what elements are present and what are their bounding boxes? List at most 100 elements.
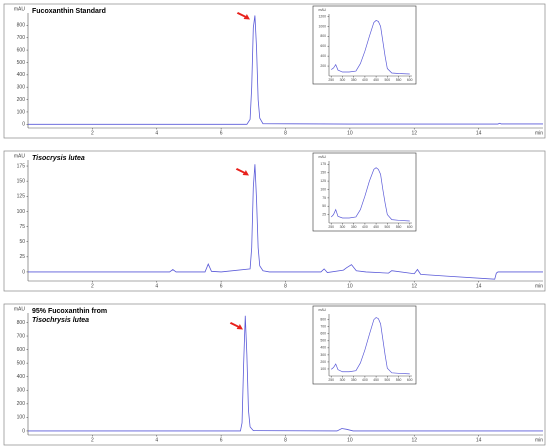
x-tick-label: 4 <box>155 437 158 443</box>
y-tick-label: 700 <box>320 325 326 329</box>
x-tick-label: 14 <box>476 437 482 443</box>
inset-chart: 250 300 350 400 450 500 550 600 200 400 600 800 1000… <box>312 5 417 85</box>
y-tick-label: 700 <box>17 35 26 41</box>
x-tick-label: 2 <box>91 283 94 289</box>
x-tick-label: 350 <box>351 378 357 382</box>
y-tick-label: 200 <box>320 64 326 68</box>
y-tick-label: 100 <box>320 367 326 371</box>
x-axis-label: min <box>535 130 543 136</box>
y-tick-label: 400 <box>17 374 26 380</box>
y-tick-label: 300 <box>17 85 26 91</box>
chart-panel: 2 4 6 8 10 12 14 0 100 200 300 400 500 600 700 800 mAU mi… <box>3 3 546 139</box>
y-axis-label: mAU <box>14 6 26 12</box>
x-tick-label: 500 <box>384 378 390 382</box>
spectrum-line <box>330 167 410 222</box>
x-tick-label: 300 <box>340 225 346 229</box>
x-tick-label: 8 <box>284 130 287 136</box>
y-tick-label: 25 <box>322 213 326 217</box>
x-tick-label: 250 <box>328 378 334 382</box>
x-axis-label: min <box>535 283 543 289</box>
x-tick-label: 4 <box>155 283 158 289</box>
x-tick-label: 4 <box>155 130 158 136</box>
x-tick-label: 300 <box>340 378 346 382</box>
inset-chart: 250 300 350 400 450 500 550 600 100 200 300 400 500 6… <box>312 305 417 385</box>
x-tick-label: 8 <box>284 283 287 289</box>
y-tick-label: 300 <box>320 353 326 357</box>
y-tick-label: 400 <box>17 72 26 78</box>
panel-frame <box>3 303 546 446</box>
chart-panel: 2 4 6 8 10 12 14 0 25 50 75 100 125 150 175 mAU min Tisoc… <box>3 150 546 292</box>
y-tick-label: 700 <box>17 333 26 339</box>
x-tick-label: 450 <box>373 378 379 382</box>
red-arrow <box>235 168 249 176</box>
spectrum-line <box>331 20 410 75</box>
chart-title: Tisocrysis lutea <box>32 155 85 162</box>
x-tick-label: 6 <box>220 130 223 136</box>
x-tick-label: 450 <box>373 78 379 82</box>
y-tick-label: 800 <box>320 34 326 38</box>
y-tick-label: 25 <box>19 254 25 260</box>
y-tick-label: 200 <box>17 401 26 407</box>
spectrum-line <box>331 317 410 375</box>
x-tick-label: 400 <box>362 225 368 229</box>
y-tick-label: 400 <box>320 346 326 350</box>
y-tick-label: 100 <box>17 209 26 215</box>
x-tick-label: 6 <box>220 283 223 289</box>
y-tick-label: 800 <box>320 318 326 322</box>
x-tick-label: 12 <box>411 130 417 136</box>
chart-title: Fucoxanthin Standard <box>32 8 106 15</box>
inset-frame <box>312 5 417 85</box>
red-arrow <box>229 322 243 330</box>
y-tick-label: 600 <box>320 332 326 336</box>
inset-chart: 250 300 350 400 450 500 550 600 25 50 75 100 125 150 1… <box>312 152 417 232</box>
x-tick-label: 6 <box>220 437 223 443</box>
x-tick-label: 600 <box>407 225 413 229</box>
y-tick-label: 600 <box>320 44 326 48</box>
x-tick-label: 400 <box>362 378 368 382</box>
y-tick-label: 75 <box>322 196 326 200</box>
panel-frame <box>3 150 546 292</box>
x-tick-label: 10 <box>347 130 353 136</box>
panel-frame <box>3 3 546 139</box>
y-tick-label: 175 <box>320 162 326 166</box>
x-tick-label: 450 <box>373 225 379 229</box>
y-tick-label: 100 <box>17 109 26 115</box>
y-tick-label: 400 <box>320 54 326 58</box>
x-tick-label: 550 <box>396 378 402 382</box>
x-tick-label: 350 <box>351 78 357 82</box>
y-axis-label: mAU <box>318 155 326 159</box>
chart-title: 95% Fucoxanthin from <box>32 308 107 315</box>
y-axis-label: mAU <box>14 306 26 312</box>
x-tick-label: 2 <box>91 437 94 443</box>
trace-line <box>28 164 543 280</box>
x-tick-label: 350 <box>351 225 357 229</box>
y-axis-label: mAU <box>14 153 26 159</box>
trace-line <box>28 315 543 432</box>
chart-panel: 2 4 6 8 10 12 14 0 100 200 300 400 500 600 700 800 mAU mi… <box>3 303 546 446</box>
trace-line <box>28 15 543 125</box>
y-tick-label: 500 <box>320 339 326 343</box>
x-tick-label: 10 <box>347 283 353 289</box>
x-tick-label: 8 <box>284 437 287 443</box>
x-tick-label: 400 <box>362 78 368 82</box>
red-arrow <box>236 12 250 20</box>
y-tick-label: 0 <box>22 428 25 434</box>
y-tick-label: 500 <box>17 360 26 366</box>
x-tick-label: 250 <box>328 225 334 229</box>
y-tick-label: 500 <box>17 60 26 66</box>
x-tick-label: 500 <box>384 78 390 82</box>
x-tick-label: 600 <box>407 378 413 382</box>
x-tick-label: 250 <box>328 78 334 82</box>
arrows <box>229 12 250 330</box>
x-axis-label: min <box>535 437 543 443</box>
y-tick-label: 0 <box>22 122 25 128</box>
y-tick-label: 800 <box>17 23 26 29</box>
x-tick-label: 14 <box>476 283 482 289</box>
inset-frame <box>312 305 417 385</box>
y-tick-label: 200 <box>17 97 26 103</box>
x-tick-label: 12 <box>411 283 417 289</box>
x-tick-label: 600 <box>407 78 413 82</box>
y-tick-label: 175 <box>17 163 26 169</box>
y-tick-label: 150 <box>17 179 26 185</box>
